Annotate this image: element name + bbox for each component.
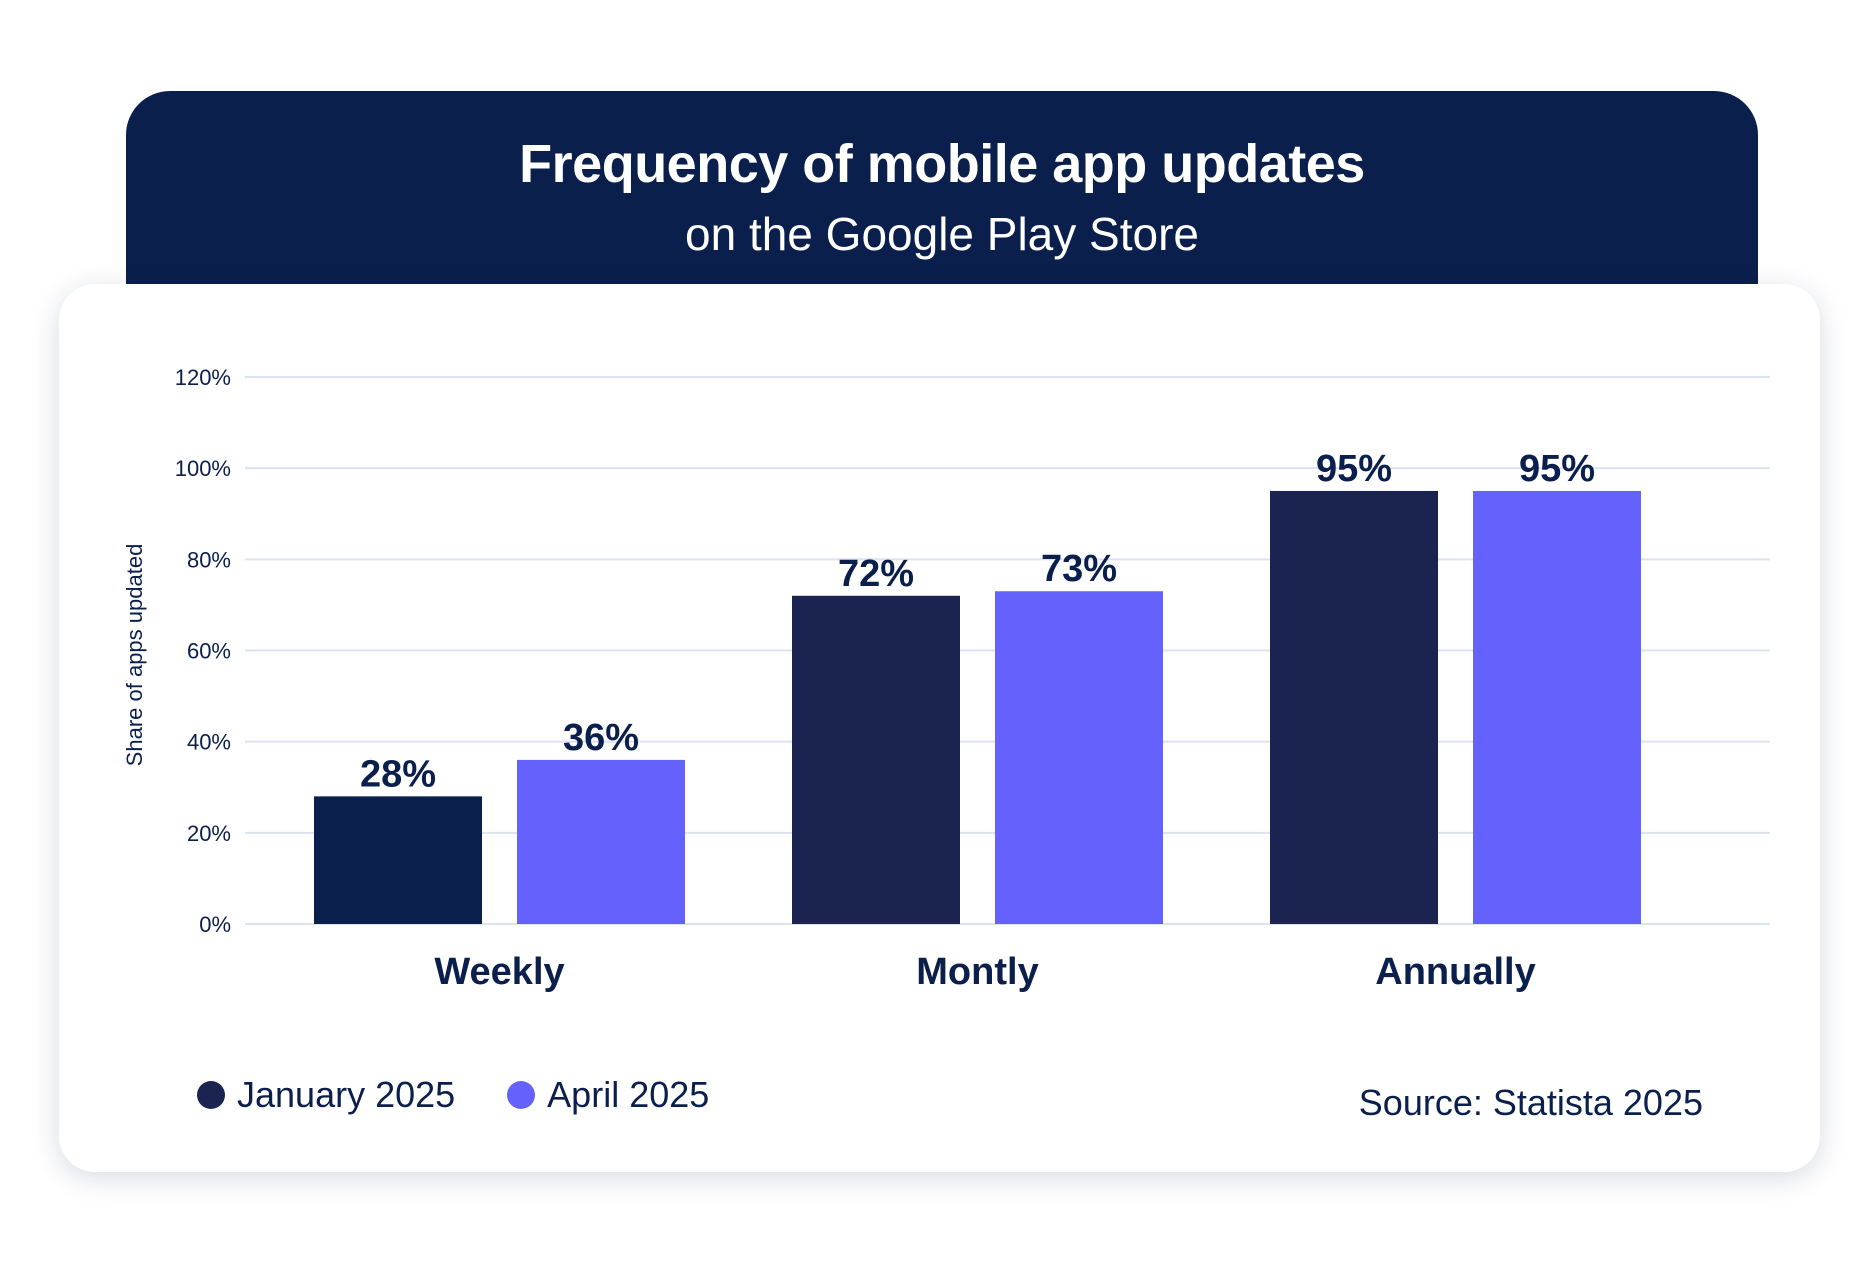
- y-axis-label: Share of apps updated: [122, 544, 147, 767]
- y-tick-label: 20%: [187, 821, 231, 846]
- chart-title: Frequency of mobile app updates: [519, 134, 1365, 194]
- y-tick-label: 60%: [187, 639, 231, 664]
- data-label: 95%: [1519, 448, 1595, 490]
- bar: [1473, 490, 1641, 924]
- data-label: 73%: [1041, 548, 1117, 590]
- y-tick-label: 0%: [199, 912, 231, 937]
- chart-subtitle: on the Google Play Store: [685, 208, 1199, 260]
- source-note: Source: Statista 2025: [1358, 1082, 1703, 1123]
- data-label: 36%: [563, 717, 639, 759]
- legend-swatch-april: [507, 1081, 536, 1109]
- legend-item-january: January 2025: [197, 1074, 455, 1116]
- y-tick-label: 100%: [175, 456, 231, 481]
- data-label: 95%: [1316, 448, 1392, 490]
- bar-chart: 0% 20% 40% 60% 80% 100% 120% Share of apps upda…: [122, 365, 1770, 993]
- bar: [517, 759, 685, 924]
- x-tick-label: Annually: [1375, 951, 1535, 993]
- legend: January 2025 April 2025: [197, 1074, 761, 1116]
- data-label: 28%: [360, 753, 436, 795]
- bar: [1270, 490, 1438, 924]
- legend-item-april: April 2025: [507, 1074, 709, 1116]
- legend-label-april: April 2025: [547, 1074, 710, 1115]
- bar: [995, 591, 1163, 924]
- legend-label-january: January 2025: [237, 1074, 456, 1115]
- y-tick-label: 80%: [187, 547, 231, 572]
- x-tick-label: Weekly: [434, 951, 564, 993]
- y-tick-label: 120%: [175, 365, 231, 390]
- data-label: 72%: [838, 553, 914, 595]
- y-tick-label: 40%: [187, 730, 231, 755]
- chart-card: 0% 20% 40% 60% 80% 100% 120% Share of apps upda…: [59, 284, 1820, 1172]
- x-tick-label: Montly: [916, 951, 1038, 993]
- bar: [314, 796, 482, 924]
- bar: [792, 595, 960, 924]
- chart-header: Frequency of mobile app updates on the G…: [126, 91, 1758, 301]
- legend-swatch-january: [197, 1081, 225, 1109]
